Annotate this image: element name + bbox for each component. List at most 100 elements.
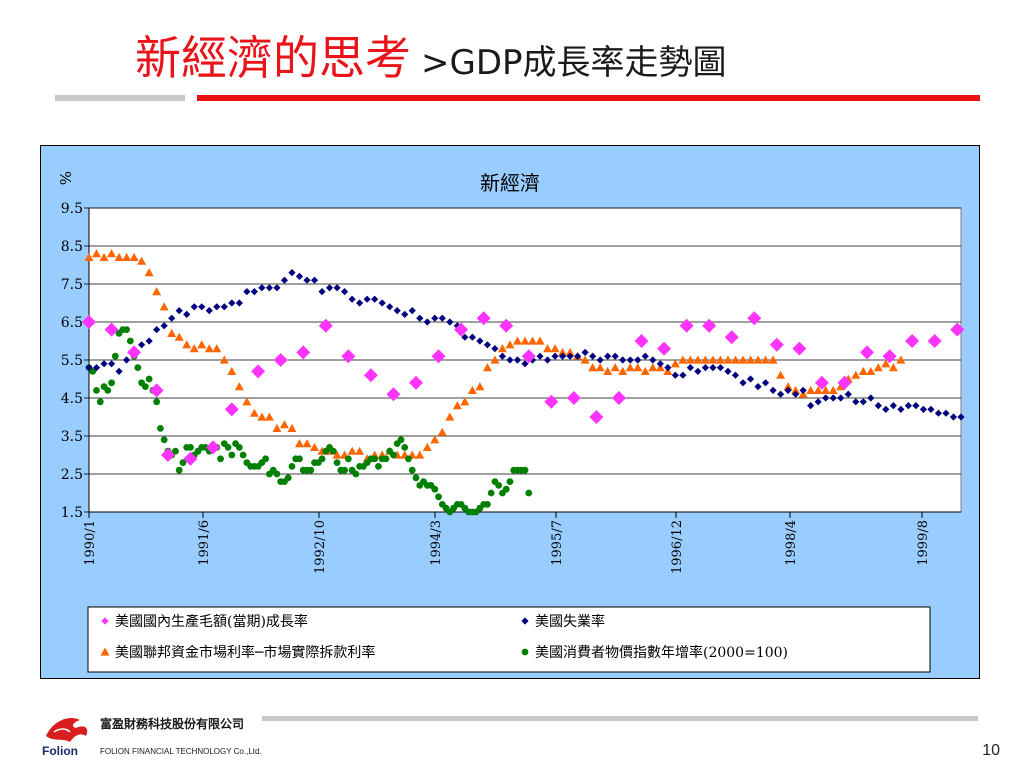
data-point-series-2 xyxy=(189,344,199,353)
data-point-series-0 xyxy=(160,448,175,462)
data-point-series-2 xyxy=(279,420,289,429)
data-point-series-3 xyxy=(224,444,232,451)
data-point-series-2 xyxy=(437,427,447,436)
data-point-series-3 xyxy=(375,463,382,470)
data-point-series-2 xyxy=(137,256,147,265)
data-point-series-1 xyxy=(731,371,740,379)
data-point-series-1 xyxy=(521,360,529,368)
data-point-series-1 xyxy=(641,352,649,360)
data-point-series-3 xyxy=(96,398,104,406)
data-point-series-3 xyxy=(435,493,442,501)
data-point-series-0 xyxy=(409,375,423,390)
data-point-series-2 xyxy=(475,382,485,391)
data-point-series-1 xyxy=(574,352,582,360)
data-point-series-2 xyxy=(625,363,635,372)
data-point-series-3 xyxy=(217,455,224,463)
data-point-series-3 xyxy=(126,337,134,345)
data-point-series-2 xyxy=(302,439,312,448)
data-point-series-2 xyxy=(144,268,154,277)
data-point-series-1 xyxy=(837,394,845,402)
data-point-series-2 xyxy=(84,252,94,261)
data-point-series-0 xyxy=(589,410,604,424)
data-point-series-3 xyxy=(172,447,179,455)
data-point-series-2 xyxy=(445,412,455,421)
data-point-series-0 xyxy=(724,330,739,345)
data-point-series-3 xyxy=(93,387,100,394)
footer-logo: Folion 富盈財務科技股份有限公司 FOLION FINANCIAL TEC… xyxy=(40,702,266,762)
data-point-series-2 xyxy=(219,355,229,364)
data-point-series-2 xyxy=(783,382,793,391)
title-rule-red xyxy=(197,95,980,101)
data-point-series-2 xyxy=(813,385,823,394)
data-point-series-2 xyxy=(310,442,320,451)
data-point-series-1 xyxy=(867,394,875,402)
data-point-series-3 xyxy=(341,466,348,474)
data-point-series-0 xyxy=(82,315,96,329)
data-point-series-1 xyxy=(596,356,604,364)
data-point-series-0 xyxy=(882,349,897,364)
data-point-series-2 xyxy=(528,336,538,345)
data-point-series-2 xyxy=(761,355,771,364)
data-point-series-3 xyxy=(431,485,439,493)
y-tick-label: 5.5 xyxy=(61,353,83,369)
data-point-series-2 xyxy=(858,366,868,375)
data-point-series-2 xyxy=(204,344,214,353)
data-point-series-1 xyxy=(145,337,153,345)
data-point-series-1 xyxy=(942,409,950,417)
data-point-series-0 xyxy=(499,318,514,333)
data-point-series-3 xyxy=(153,398,161,406)
y-tick-label: 9.5 xyxy=(61,201,83,217)
data-point-series-1 xyxy=(604,352,612,360)
data-point-series-0 xyxy=(769,337,784,352)
data-point-series-2 xyxy=(152,287,162,296)
data-point-series-3 xyxy=(108,379,115,387)
y-tick-label: 1.5 xyxy=(61,505,83,521)
data-point-series-0 xyxy=(273,353,288,367)
data-point-series-2 xyxy=(212,344,222,353)
data-point-series-2 xyxy=(264,412,274,421)
data-point-series-3 xyxy=(333,459,341,466)
data-point-series-2 xyxy=(603,366,613,375)
data-point-series-0 xyxy=(927,334,942,348)
data-point-series-2 xyxy=(633,363,643,372)
data-point-series-1 xyxy=(919,405,928,413)
data-point-series-3 xyxy=(296,455,303,463)
data-point-series-2 xyxy=(512,336,522,345)
data-point-series-1 xyxy=(483,341,492,349)
data-point-series-3 xyxy=(371,455,379,463)
data-point-series-2 xyxy=(107,249,117,258)
data-point-series-0 xyxy=(747,311,762,326)
data-point-series-2 xyxy=(249,408,259,417)
data-point-series-1 xyxy=(371,295,379,303)
data-point-series-3 xyxy=(521,466,529,474)
data-point-series-1 xyxy=(882,405,890,413)
data-point-series-1 xyxy=(213,303,221,311)
legend-label: 美國國內生產毛額(當期)成長率 xyxy=(115,613,308,630)
data-point-series-3 xyxy=(405,455,412,463)
data-point-series-0 xyxy=(183,451,198,466)
data-point-series-1 xyxy=(303,276,311,284)
legend-label: 美國聯邦資金市場利率─市場實際拆款利率 xyxy=(115,644,375,661)
data-point-series-2 xyxy=(730,355,740,364)
data-point-series-1 xyxy=(897,405,905,413)
data-point-series-2 xyxy=(227,366,237,375)
data-point-series-3 xyxy=(160,436,168,444)
data-point-series-2 xyxy=(415,450,425,459)
data-point-series-3 xyxy=(175,466,183,474)
data-point-series-1 xyxy=(536,352,544,360)
data-point-series-1 xyxy=(513,356,522,364)
data-point-series-1 xyxy=(761,379,770,387)
data-point-series-2 xyxy=(182,340,192,349)
data-point-series-2 xyxy=(791,385,801,394)
data-point-series-2 xyxy=(174,332,184,341)
data-point-series-1 xyxy=(619,356,627,364)
chart-title: 新經濟 xyxy=(480,171,540,195)
data-point-series-0 xyxy=(544,394,559,409)
y-tick-label: 8.5 xyxy=(61,239,83,255)
data-point-series-1 xyxy=(273,284,281,292)
red-dragon-logo-icon xyxy=(46,717,88,742)
data-point-series-2 xyxy=(505,340,515,349)
data-point-series-2 xyxy=(234,382,244,391)
data-point-series-0 xyxy=(679,318,694,333)
